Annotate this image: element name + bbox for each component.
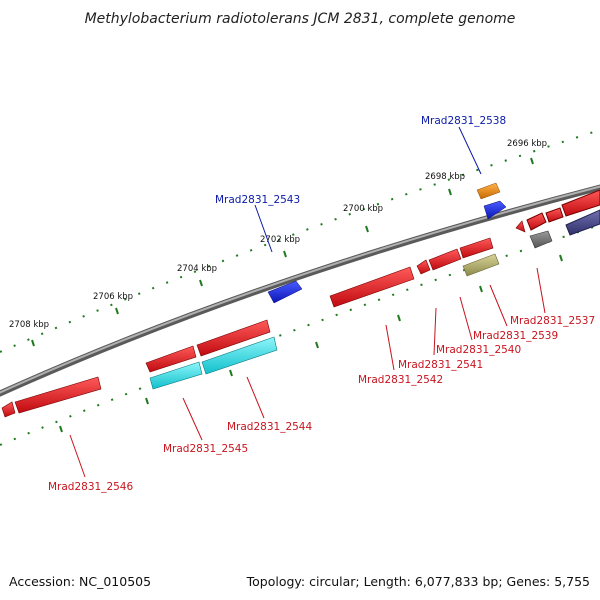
scale-label-2706: 2706 kbp — [93, 292, 133, 302]
gene-mrad2831-2545-cyan[interactable] — [149, 361, 203, 390]
scale-label-2702: 2702 kbp — [260, 235, 300, 245]
reverse-leader-lines — [69, 267, 546, 478]
gene-label-2543[interactable]: Mrad2831_2543 — [215, 194, 300, 206]
scale-label-2696: 2696 kbp — [507, 139, 547, 149]
gene-label-2539[interactable]: Mrad2831_2539 — [473, 330, 558, 342]
gene-mrad2831-2538b[interactable] — [483, 200, 507, 220]
forward-scale-track — [0, 129, 600, 353]
gene-mrad2831-2541[interactable] — [416, 259, 431, 275]
gene-mrad2831-2544[interactable] — [196, 319, 271, 357]
gene-mrad2831-2538[interactable] — [476, 182, 501, 200]
scale-label-2700: 2700 kbp — [343, 204, 383, 214]
gene-mrad2831-2543[interactable] — [267, 280, 303, 304]
reverse-scale-track — [0, 224, 600, 446]
gene-reverse-left-small-red[interactable] — [1, 401, 16, 418]
genome-backbone — [0, 184, 600, 397]
gene-mrad2831-2542[interactable] — [329, 266, 415, 308]
gene-forward-right-slate[interactable] — [565, 209, 600, 236]
gene-reverse-small-red[interactable] — [515, 220, 526, 233]
gene-label-2542[interactable]: Mrad2831_2542 — [358, 374, 443, 386]
reverse-major-ticks — [59, 254, 563, 433]
genome-backbone-highlight — [0, 185, 600, 394]
gene-mrad2831-2546[interactable] — [14, 376, 102, 414]
gene-mrad2831-2539[interactable] — [459, 237, 494, 259]
gene-mrad2831-2545[interactable] — [145, 345, 197, 373]
scale-label-2698: 2698 kbp — [425, 172, 465, 182]
gene-forward-right-red-3[interactable] — [561, 189, 600, 217]
gene-label-2540[interactable]: Mrad2831_2540 — [436, 344, 521, 356]
gene-label-2544[interactable]: Mrad2831_2544 — [227, 421, 312, 433]
scale-label-2704: 2704 kbp — [177, 264, 217, 274]
forward-leader-lines — [254, 126, 482, 253]
gene-label-2537[interactable]: Mrad2831_2537 — [510, 315, 595, 327]
gene-forward-right-red-1[interactable] — [526, 212, 547, 231]
map-title: Methylobacterium radiotolerans JCM 2831,… — [85, 11, 516, 27]
scale-label-2708: 2708 kbp — [9, 320, 49, 330]
gene-mrad2831-2539-olive[interactable] — [462, 253, 500, 277]
gene-mrad2831-2537[interactable] — [529, 230, 553, 249]
accession-text: Accession: NC_010505 — [9, 574, 151, 589]
gene-label-2546[interactable]: Mrad2831_2546 — [48, 481, 133, 493]
gene-label-2545[interactable]: Mrad2831_2545 — [163, 443, 248, 455]
gene-label-2541[interactable]: Mrad2831_2541 — [398, 359, 483, 371]
gene-forward-right-red-2[interactable] — [545, 207, 564, 223]
gene-mrad2831-2544-cyan[interactable] — [201, 336, 278, 375]
gene-mrad2831-2540[interactable] — [428, 248, 462, 271]
forward-major-ticks — [31, 157, 534, 347]
genome-summary-text: Topology: circular; Length: 6,077,833 bp… — [246, 574, 590, 589]
gene-label-2538[interactable]: Mrad2831_2538 — [421, 115, 506, 127]
